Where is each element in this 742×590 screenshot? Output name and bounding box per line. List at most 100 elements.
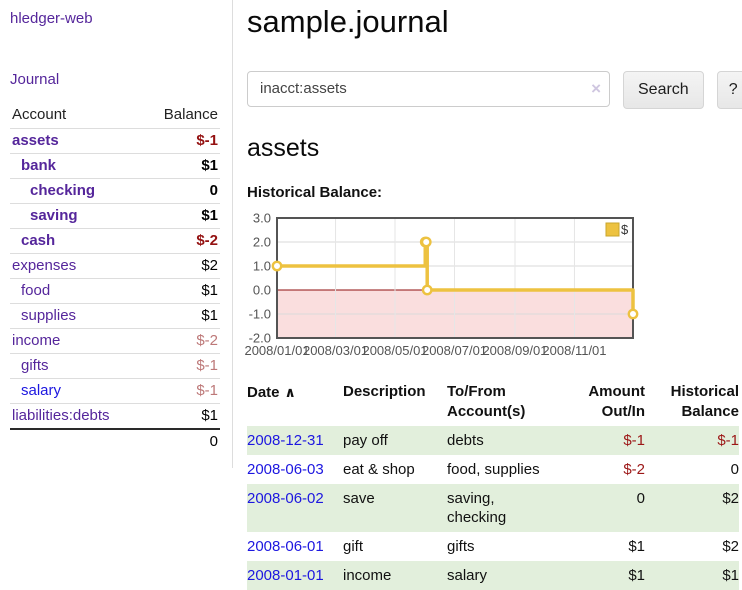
x-axis-tick-label: 2008/01/01: [244, 343, 309, 358]
sidebar-account-row: income $-2: [10, 328, 220, 353]
register-cell-amount: $1: [628, 537, 645, 555]
account-link-assets[interactable]: assets: [12, 132, 59, 149]
register-row: 2008-12-31 pay off debts $-1 $-1: [247, 425, 739, 455]
transaction-date-link[interactable]: 2008-12-31: [247, 431, 324, 449]
accounts-total-row: 0: [10, 428, 220, 454]
register-cell-date: 2008-01-01: [247, 561, 343, 590]
account-link-salary[interactable]: salary: [21, 382, 62, 399]
account-balance: $-1: [196, 132, 218, 149]
y-axis-tick-label: -2.0: [249, 330, 271, 345]
register-header-balance: Historical Balance: [670, 382, 739, 420]
chart-label: Historical Balance:: [247, 183, 383, 201]
register-cell-amount: 0: [636, 489, 645, 507]
account-link-food[interactable]: food: [21, 282, 51, 299]
account-link-supplies[interactable]: supplies: [21, 307, 77, 324]
account-balance: $1: [201, 407, 218, 424]
help-button[interactable]: ?: [716, 70, 742, 109]
account-balance: $2: [201, 257, 218, 274]
register-cell-description: eat & shop: [343, 460, 415, 478]
account-balance: $-2: [196, 232, 218, 249]
data-point: [627, 308, 639, 320]
account-balance: $-1: [196, 382, 218, 399]
register-cell-balance: $2: [722, 537, 739, 555]
sidebar-account-row: bank $1: [10, 153, 220, 178]
plot-border: [276, 216, 634, 339]
account-link-liabilities-debts[interactable]: liabilities:debts: [12, 407, 110, 424]
x-axis-tick-label: 2008/07/01: [422, 343, 487, 358]
data-point: [420, 236, 432, 248]
sidebar-account-row: salary $-1: [10, 378, 220, 403]
register-cell-date: 2008-06-03: [247, 455, 343, 484]
register-cell-amount: $1: [628, 566, 645, 584]
y-axis-tick-label: 1.0: [253, 258, 271, 273]
y-axis-tick-label: 3.0: [253, 210, 271, 225]
account-balance: $1: [201, 282, 218, 299]
sidebar-account-row: gifts $-1: [10, 353, 220, 378]
transaction-date-link[interactable]: 2008-06-01: [247, 537, 324, 555]
clear-search-icon[interactable]: ×: [591, 78, 601, 98]
register-cell-accounts: food, supplies: [447, 460, 540, 478]
search-button[interactable]: Search: [623, 70, 704, 109]
account-link-bank[interactable]: bank: [21, 157, 57, 174]
legend-swatch: [605, 222, 620, 237]
register-row: 2008-06-02 save saving, checking 0 $2: [247, 483, 739, 532]
data-point: [421, 284, 433, 296]
balance-chart-svg: $3.0 2.0 1.0 0.0 -1.0 -2.02008/01/012008/03/0…: [244, 210, 639, 358]
search-form: × Search ?: [247, 70, 742, 109]
register-cell-accounts: salary: [447, 566, 488, 584]
account-heading: assets: [247, 133, 320, 162]
sidebar-account-row: cash $-2: [10, 228, 220, 253]
account-link-cash[interactable]: cash: [21, 232, 56, 249]
account-balance: $1: [201, 157, 218, 174]
sidebar-content: hledger-web Journal Account Balance asse…: [0, 0, 233, 468]
register-cell-date: 2008-06-01: [247, 532, 343, 561]
y-axis-tick-label: 2.0: [253, 234, 271, 249]
account-link-checking[interactable]: checking: [30, 182, 96, 199]
sidebar-account-row: assets $-1: [10, 128, 220, 153]
account-link-saving[interactable]: saving: [30, 207, 78, 224]
x-axis-tick-label: 2008/03/01: [303, 343, 368, 358]
account-balance: $1: [201, 307, 218, 324]
account-link-income[interactable]: income: [12, 332, 61, 349]
register-body: 2008-12-31 pay off debts $-1 $-1 2008-06-03 ea…: [247, 425, 739, 590]
register-cell-date: 2008-06-02: [247, 484, 343, 532]
page-title: sample.journal: [247, 4, 449, 39]
register-cell-balance: $2: [722, 489, 739, 507]
register-cell-balance: $1: [722, 566, 739, 584]
register-row: 2008-06-03 eat & shop food, supplies $-2 0: [247, 455, 739, 484]
register-row: 2008-06-01 gift gifts $1 $2: [247, 532, 739, 561]
register-cell-amount: $-2: [623, 460, 645, 478]
accounts-table: Account Balance assets $-1 bank $1 checking 0…: [10, 102, 220, 454]
accounts-table-header: Account Balance: [10, 102, 220, 128]
sidebar-account-row: checking 0: [10, 178, 220, 203]
sidebar-account-row: food $1: [10, 278, 220, 303]
data-point: [271, 260, 283, 272]
register-header-amount: Amount Out/In: [588, 382, 645, 420]
account-link-gifts[interactable]: gifts: [21, 357, 49, 374]
search-input[interactable]: [247, 70, 610, 107]
sidebar-account-row: supplies $1: [10, 303, 220, 328]
x-axis-tick-label: 2008/09/01: [482, 343, 547, 358]
legend-label: $: [621, 222, 629, 237]
transaction-date-link[interactable]: 2008-01-01: [247, 566, 324, 584]
register-table: Date ∧ Description To/From Account(s) Amo…: [247, 378, 739, 590]
register-cell-accounts: debts: [447, 431, 484, 449]
sidebar-accounts-body: assets $-1 bank $1 checking 0 saving $1 cash $-2 e…: [10, 128, 220, 428]
register-header-date[interactable]: Date ∧: [247, 383, 296, 401]
sidebar-account-row: saving $1: [10, 203, 220, 228]
y-axis-tick-label: 0.0: [253, 282, 271, 297]
register-cell-description: income: [343, 566, 392, 584]
app-title-link[interactable]: hledger-web: [10, 10, 93, 27]
accounts-header-account: Account: [12, 106, 67, 123]
accounts-total-value: 0: [209, 433, 218, 450]
account-balance: $-1: [196, 357, 218, 374]
register-cell-description: save: [343, 489, 375, 507]
y-axis-tick-label: -1.0: [249, 306, 271, 321]
transaction-date-link[interactable]: 2008-06-02: [247, 489, 324, 507]
account-balance: 0: [209, 182, 218, 199]
account-link-expenses[interactable]: expenses: [12, 257, 77, 274]
register-header-accounts: To/From Account(s): [447, 382, 526, 420]
transaction-date-link[interactable]: 2008-06-03: [247, 460, 324, 478]
sidebar-item-journal[interactable]: Journal: [10, 71, 60, 88]
